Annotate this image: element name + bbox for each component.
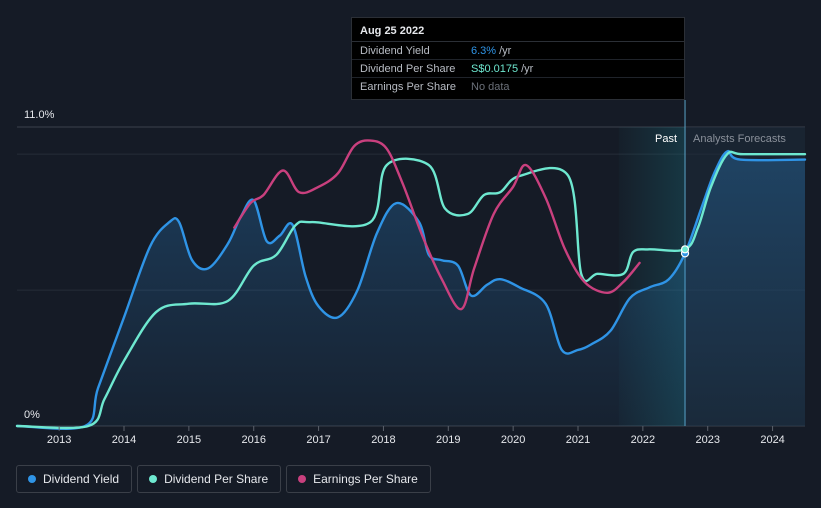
tooltip-unit: /yr <box>499 44 512 57</box>
x-tick-label: 2015 <box>177 434 201 446</box>
x-tick-label: 2020 <box>501 434 525 446</box>
tooltip-label: Dividend Yield <box>360 44 430 57</box>
x-tick-label: 2023 <box>695 434 719 446</box>
x-tick-label: 2018 <box>371 434 395 446</box>
x-tick-label: 2013 <box>47 434 71 446</box>
tooltip-row-dividend-per-share: Dividend Per Share S$0.0175 /yr <box>352 60 684 78</box>
legend-dot-icon <box>149 475 158 483</box>
legend-earnings-per-share[interactable]: Earnings Per Share <box>286 465 431 493</box>
past-label: Past <box>655 133 677 145</box>
tooltip-value: 6.3% <box>471 44 497 57</box>
x-tick-label: 2021 <box>566 434 590 446</box>
series-line-earnings-per-share <box>233 139 641 311</box>
x-tick-label: 2019 <box>436 434 460 446</box>
legend-dot-icon <box>28 475 36 483</box>
legend-dot-icon <box>298 475 307 483</box>
chart-areas <box>17 151 805 429</box>
chart-legend: Dividend Yield Dividend Per Share Earnin… <box>16 465 431 493</box>
x-tick-label: 2024 <box>760 434 784 446</box>
series-line-dividend-yield <box>15 149 807 430</box>
tooltip-row-dividend-yield: Dividend Yield 6.3% /yr <box>352 42 684 60</box>
tooltip-value: No data <box>471 80 510 93</box>
tooltip-label: Earnings Per Share <box>360 80 456 93</box>
legend-label: Dividend Yield <box>43 472 120 486</box>
tooltip-date: Aug 25 2022 <box>352 18 684 42</box>
y-tick-label: 0% <box>24 409 40 421</box>
x-tick-label: 2017 <box>306 434 330 446</box>
x-tick-label: 2022 <box>631 434 655 446</box>
x-tick-label: 2016 <box>241 434 265 446</box>
forecast-label: Analysts Forecasts <box>693 133 786 145</box>
chart-axes: Past Analysts Forecasts 11.0% 0% 2013 2014 201… <box>24 109 786 446</box>
legend-dividend-yield[interactable]: Dividend Yield <box>16 465 133 493</box>
tooltip-value: S$0.0175 <box>471 62 519 75</box>
x-tick-label: 2014 <box>112 434 136 446</box>
chart-markers <box>680 245 690 258</box>
chart-tooltip: Aug 25 2022 Dividend Yield 6.3% /yr Divi… <box>351 17 685 100</box>
series-area-dividend-yield <box>17 151 805 429</box>
y-tick-label: 11.0% <box>24 109 55 121</box>
tooltip-label: Dividend Per Share <box>360 62 456 75</box>
tooltip-unit: /yr <box>521 62 534 75</box>
legend-label: Dividend Per Share <box>164 472 269 486</box>
legend-dividend-per-share[interactable]: Dividend Per Share <box>137 465 282 493</box>
legend-label: Earnings Per Share <box>313 472 418 486</box>
tooltip-row-earnings-per-share: Earnings Per Share No data <box>352 78 684 95</box>
hover-marker-dividend-per-share <box>680 245 690 254</box>
